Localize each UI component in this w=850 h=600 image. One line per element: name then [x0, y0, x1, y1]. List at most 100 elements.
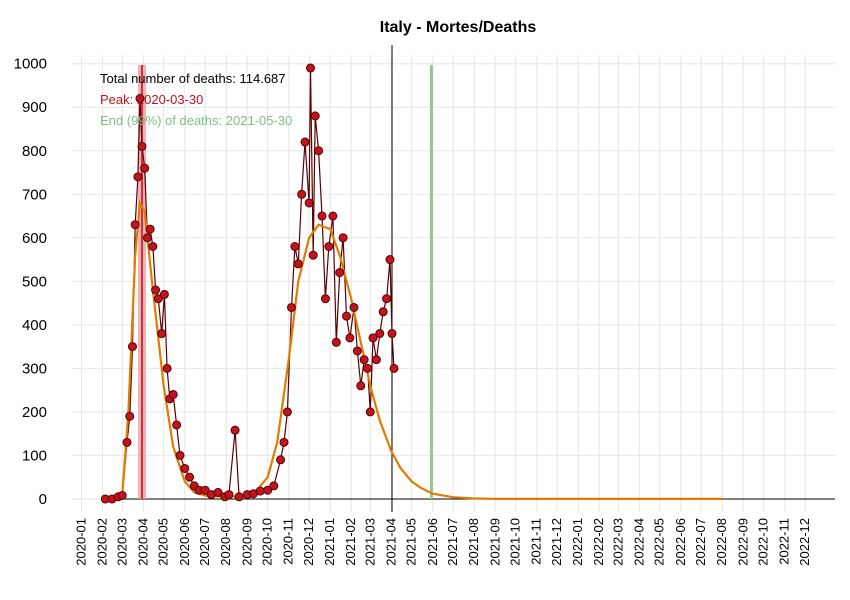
observed-point [341, 311, 351, 321]
x-tick-label: 2020-02 [95, 518, 110, 566]
observed-point [234, 492, 244, 502]
observed-point [224, 490, 234, 500]
y-tick-label: 900 [22, 99, 47, 116]
y-tick-label: 0 [39, 491, 47, 508]
fitted-line [111, 199, 723, 500]
observed-point [320, 294, 330, 304]
y-tick-label: 200 [22, 404, 47, 421]
observed-point [314, 146, 324, 156]
x-tick-label: 2020-11 [281, 518, 296, 565]
observed-point [308, 250, 318, 260]
observed-point [365, 407, 375, 417]
observed-point [185, 472, 195, 482]
observed-point [286, 302, 296, 312]
observed-point [368, 333, 378, 343]
observed-point [310, 111, 320, 121]
x-tick-label: 2020-01 [74, 518, 89, 566]
x-tick-label: 2021-09 [487, 518, 502, 566]
observed-point [122, 437, 132, 447]
x-tick-label: 2021-02 [343, 518, 358, 566]
x-tick-label: 2021-11 [529, 518, 544, 565]
x-tick-label: 2022-11 [777, 518, 792, 565]
observed-point [305, 63, 315, 73]
observed-point [293, 259, 303, 269]
observed-point [137, 141, 147, 151]
annotation-label: Peak: [100, 92, 133, 107]
observed-point [324, 242, 334, 252]
observed-point [148, 242, 158, 252]
observed-point [290, 242, 300, 252]
observed-point [317, 211, 327, 221]
observed-point [359, 355, 369, 365]
observed-point [230, 425, 240, 435]
x-tick-label: 2020-03 [114, 518, 129, 566]
y-tick-label: 300 [22, 360, 47, 377]
y-tick-label: 700 [22, 186, 47, 203]
observed-point [335, 268, 345, 278]
observed-point [349, 302, 359, 312]
x-tick-label: 2022-01 [570, 518, 585, 566]
x-tick-label: 2022-10 [756, 518, 771, 566]
observed-point [304, 198, 314, 208]
x-tick-label: 2021-01 [322, 518, 337, 566]
x-tick-label: 2021-03 [362, 518, 377, 566]
observed-point [279, 437, 289, 447]
observed-point [331, 337, 341, 347]
observed-point [328, 211, 338, 221]
annotation: Total number of deaths: 114.687 [100, 71, 286, 86]
observed-point [135, 94, 145, 104]
x-tick-label: 2020-07 [197, 518, 212, 566]
annotation-value: 114.687 [239, 71, 285, 86]
observed-point [338, 233, 348, 243]
x-tick-label: 2020-05 [156, 518, 171, 566]
observed-point [300, 137, 310, 147]
x-tick-label: 2021-12 [549, 518, 564, 566]
y-tick-label: 500 [22, 273, 47, 290]
y-tick-label: 100 [22, 447, 47, 464]
observed-point [159, 289, 169, 299]
x-tick-label: 2021-08 [466, 518, 481, 566]
x-tick-label: 2022-12 [797, 518, 812, 566]
observed-point [282, 407, 292, 417]
annotation: End (99%) of deaths: 2021-05-30 [100, 113, 292, 128]
observed-point [385, 255, 395, 265]
observed-point [263, 485, 273, 495]
x-tick-label: 2020-12 [301, 518, 316, 566]
annotation: Peak: 2020-03-30 [100, 92, 203, 107]
observed-point [142, 233, 152, 243]
annotation-value: 2020-03-30 [137, 92, 204, 107]
observed-point [151, 285, 161, 295]
observed-point [356, 381, 366, 391]
observed-point [363, 363, 373, 373]
x-tick-label: 2020-04 [135, 518, 150, 566]
observed-point [168, 389, 178, 399]
observed-point [375, 329, 385, 339]
observed-point [269, 481, 279, 491]
x-tick-label: 2022-07 [693, 518, 708, 566]
observed-point [297, 189, 307, 199]
observed-point [387, 329, 397, 339]
y-tick-label: 600 [22, 230, 47, 247]
x-tick-label: 2022-05 [652, 518, 667, 566]
observed-point [145, 224, 155, 234]
observed-point [378, 307, 388, 317]
y-tick-label: 800 [22, 143, 47, 160]
x-tick-label: 2020-09 [239, 518, 254, 566]
annotation-label: Total number of deaths: [100, 71, 236, 86]
x-tick-label: 2021-06 [425, 518, 440, 566]
annotation-value: 2021-05-30 [226, 113, 293, 128]
y-tick-label: 1000 [14, 56, 47, 73]
observed-point [133, 172, 143, 182]
observed-point [389, 363, 399, 373]
x-tick-label: 2022-03 [610, 518, 625, 566]
observed-point [117, 490, 127, 500]
x-tick-label: 2022-08 [714, 518, 729, 566]
observed-point [180, 463, 190, 473]
x-tick-label: 2021-05 [404, 518, 419, 566]
x-tick-label: 2022-02 [591, 518, 606, 566]
x-tick-label: 2021-07 [445, 518, 460, 566]
x-tick-label: 2022-06 [673, 518, 688, 566]
x-tick-label: 2021-10 [508, 518, 523, 566]
observed-point [130, 220, 140, 230]
